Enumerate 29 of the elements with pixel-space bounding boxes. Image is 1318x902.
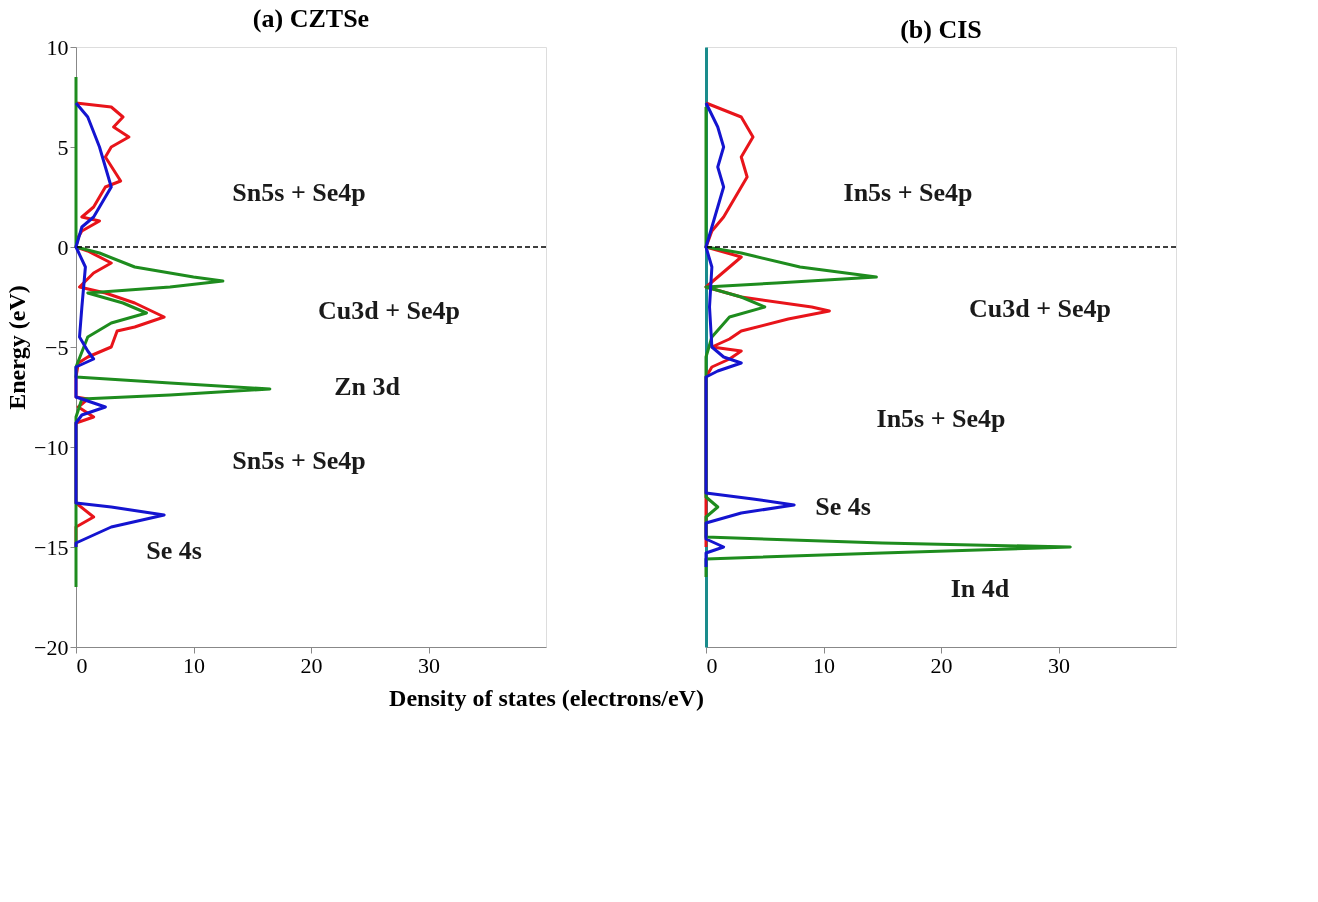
x-axis-title: Density of states (electrons/eV) (389, 684, 704, 711)
y-tick-label: −5 (45, 334, 69, 360)
y-tick-label: −10 (34, 434, 69, 460)
y-tick-label: 10 (46, 34, 69, 60)
annotation: Cu3d + Se4p (318, 296, 460, 325)
annotation: Sn5s + Se4p (232, 446, 366, 475)
x-tick-label: 0 (706, 652, 718, 678)
chart-title: (b) CIS (900, 15, 982, 44)
y-tick-label: 5 (57, 134, 69, 160)
x-tick-label: 20 (300, 652, 323, 678)
annotation: In 4d (950, 574, 1010, 603)
annotation: In5s + Se4p (876, 404, 1006, 433)
chart-title: (a) CZTSe (252, 4, 370, 33)
annotation: In5s + Se4p (843, 178, 973, 207)
annotation: Cu3d + Se4p (969, 294, 1111, 323)
annotation: Se 4s (815, 492, 871, 521)
x-tick-label: 30 (1048, 652, 1070, 678)
y-tick-label: −20 (34, 634, 69, 660)
y-axis-title: Energy (eV) (4, 285, 31, 410)
x-tick-label: 0 (76, 652, 88, 678)
y-tick-label: −15 (34, 534, 69, 560)
x-tick-label: 20 (930, 652, 953, 678)
x-tick-label: 30 (418, 652, 440, 678)
annotation: Se 4s (146, 536, 202, 565)
x-tick-label: 10 (813, 652, 835, 678)
annotation: Sn5s + Se4p (232, 178, 366, 207)
annotation: Zn 3d (334, 372, 401, 401)
x-tick-label: 10 (183, 652, 205, 678)
y-tick-label: 0 (57, 234, 69, 260)
